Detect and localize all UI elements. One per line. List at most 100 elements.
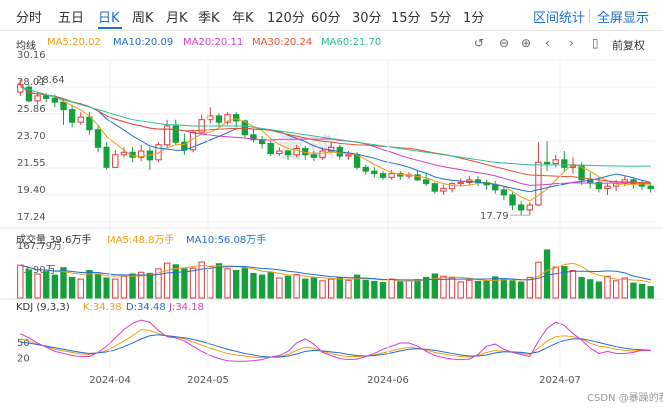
candle-body [500, 189, 508, 196]
right-icon[interactable]: › [569, 36, 574, 50]
candle-body [414, 174, 421, 181]
price-tick-label: 21.55 [17, 158, 46, 169]
left-icon[interactable]: ‹ [545, 36, 550, 50]
volume-ma10: MA10:56.08万手 [186, 235, 267, 246]
tab-10[interactable]: 15分 [391, 11, 421, 26]
tab-0[interactable]: 分时 [16, 11, 43, 26]
ma-label: 均线 [16, 41, 36, 52]
volume-label: 成交量 39.6万手 [16, 235, 92, 246]
tab-1[interactable]: 五日 [58, 11, 85, 26]
kdj-k: K:34.38 [83, 302, 122, 313]
volume-bar [466, 279, 473, 299]
candle-body [517, 204, 525, 211]
volume-bar [483, 280, 490, 299]
interval-stats-link[interactable]: 区间统计 [533, 11, 586, 26]
candle-body [94, 129, 102, 148]
candle-body [51, 97, 59, 103]
candle-body [293, 148, 300, 156]
volume-bar [535, 261, 542, 299]
candle-body [25, 86, 33, 102]
volume-bar [336, 277, 343, 299]
tab-12[interactable]: 1分 [463, 11, 485, 26]
candle-body [345, 154, 352, 157]
adjust-mode-label[interactable]: 前复权 [612, 39, 645, 52]
candle-body [60, 101, 67, 111]
volume-tick-label: 167.79万 [17, 241, 62, 252]
tab-7[interactable]: 120分 [267, 11, 305, 26]
volume-bar [129, 273, 136, 299]
minus-icon[interactable]: ⊖ [499, 36, 510, 50]
volume-bar [345, 279, 352, 299]
x-axis-label: 2024-04 [89, 375, 131, 386]
candle-body [509, 194, 516, 206]
candle-body [310, 154, 318, 158]
tab-6[interactable]: 年K [232, 11, 254, 26]
bookmark-icon[interactable]: ▯ [592, 36, 599, 50]
low-price-label: 17.79 [480, 211, 509, 222]
tab-9[interactable]: 30分 [352, 11, 382, 26]
high-price-label: 28.64 [36, 75, 65, 86]
candle-body [86, 116, 93, 131]
candle-body [319, 150, 326, 158]
candle-body [543, 161, 551, 165]
volume-bar [578, 276, 585, 299]
volume-bar [319, 280, 326, 299]
candle-body [457, 181, 464, 185]
candle-body [440, 188, 447, 192]
volume-bar [293, 274, 300, 299]
ma30-line [19, 84, 651, 184]
candle-body [328, 146, 335, 152]
tab-4[interactable]: 月K [166, 11, 188, 26]
volume-bar [474, 280, 482, 299]
candle-body [276, 150, 283, 155]
price-tick-label: 23.70 [17, 131, 46, 142]
volume-bar [612, 280, 620, 299]
volume-bar [397, 281, 404, 299]
tab-11[interactable]: 5分 [430, 11, 452, 26]
volume-bar [94, 273, 102, 299]
volume-bar [172, 264, 179, 299]
candle-body [647, 185, 654, 190]
candle-body [224, 114, 231, 123]
candle-body [604, 185, 611, 190]
volume-bar [509, 280, 516, 299]
period-tab-bar: 分时 五日 日K 周K 月K 季K 年K 120分 60分 30分 15分 5分 1分 [0, 0, 663, 31]
volume-tick-label: 83.90万 [17, 265, 56, 276]
volume-bar [405, 280, 413, 299]
volume-bar [276, 277, 283, 299]
candle-body [371, 170, 378, 175]
volume-ma5: MA5:48.8万手 [107, 235, 175, 246]
volume-bar [112, 278, 119, 299]
tab-5[interactable]: 季K [198, 11, 220, 26]
price-tick-label: 25.86 [17, 104, 46, 115]
undo-icon[interactable]: ↺ [474, 36, 485, 50]
volume-ma10-line [20, 264, 651, 281]
volume-bar [371, 280, 378, 299]
tab-3[interactable]: 周K [132, 11, 154, 26]
volume-bar [215, 263, 223, 299]
volume-bar [43, 271, 50, 299]
ma10-value: MA10:20.09 [113, 37, 174, 48]
volume-bar [103, 277, 110, 299]
kdj-j: J:34.18 [169, 302, 204, 313]
volume-bar [250, 272, 257, 299]
plus-icon[interactable]: ⊕ [521, 36, 532, 50]
volume-bar [552, 266, 559, 299]
tab-8[interactable]: 60分 [311, 11, 341, 26]
candle-body [578, 165, 585, 181]
volume-bar [120, 275, 128, 299]
x-axis-label: 2024-05 [187, 375, 229, 386]
volume-bar [17, 264, 24, 299]
volume-bar [517, 281, 525, 299]
fullscreen-link[interactable]: 全屏显示 [597, 11, 650, 26]
candle-body [172, 125, 179, 143]
candle-body [112, 154, 119, 168]
volume-bar [68, 276, 76, 299]
price-tick-label: 30.16 [17, 50, 46, 61]
volume-bar [60, 267, 67, 299]
volume-bar [647, 286, 654, 299]
ma20-line [19, 84, 651, 186]
candle-body [267, 143, 274, 155]
tab-2[interactable]: 日K [98, 11, 120, 26]
volume-bar [138, 271, 145, 299]
